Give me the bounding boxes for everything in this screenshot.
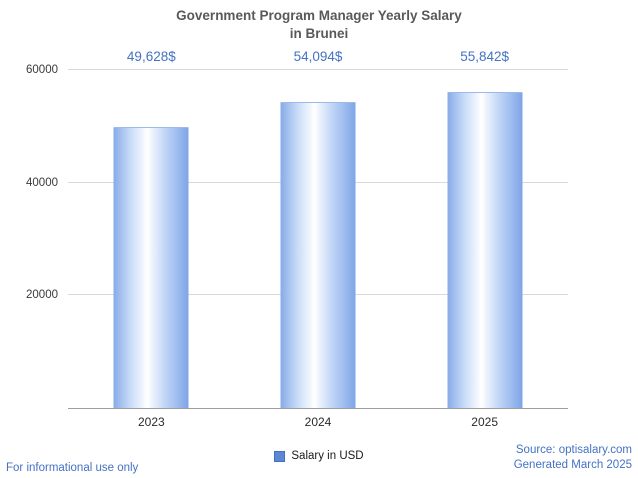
value-label-2023: 49,628$ xyxy=(126,49,176,64)
disclaimer-text: For informational use only xyxy=(6,462,139,474)
plot-area: 20000 40000 60000 49,628$ 2023 54,094$ 2024 55,… xyxy=(26,49,568,429)
source-text: Source: optisalary.com xyxy=(515,443,632,456)
generated-text: Generated March 2025 xyxy=(513,459,632,472)
x-axis-label-2024: 2024 xyxy=(304,415,332,429)
chart-title-line2: in Brunei xyxy=(289,25,349,41)
y-axis-tick-label: 60000 xyxy=(26,64,58,76)
chart-title: Government Program Manager Yearly Salary… xyxy=(0,7,638,43)
bar-2025 xyxy=(447,92,523,408)
y-axis-tick-label: 20000 xyxy=(26,289,58,302)
source-block: Source: optisalary.com Generated March 2… xyxy=(514,443,632,474)
x-axis-label-2025: 2025 xyxy=(471,415,499,429)
chart-title-line1: Government Program Manager Yearly Salary xyxy=(176,8,462,23)
value-label-2024: 54,094$ xyxy=(293,49,343,64)
y-axis-tick-label: 40000 xyxy=(26,176,58,189)
value-label-2025: 55,842$ xyxy=(460,49,510,64)
bar-2023 xyxy=(113,127,189,408)
legend-label: Salary in USD xyxy=(291,450,364,462)
x-axis-label-2023: 2023 xyxy=(137,415,165,429)
gridline xyxy=(68,69,568,70)
legend-marker-icon xyxy=(274,450,286,462)
legend: Salary in USD xyxy=(0,450,638,462)
bar-2024 xyxy=(280,102,356,408)
